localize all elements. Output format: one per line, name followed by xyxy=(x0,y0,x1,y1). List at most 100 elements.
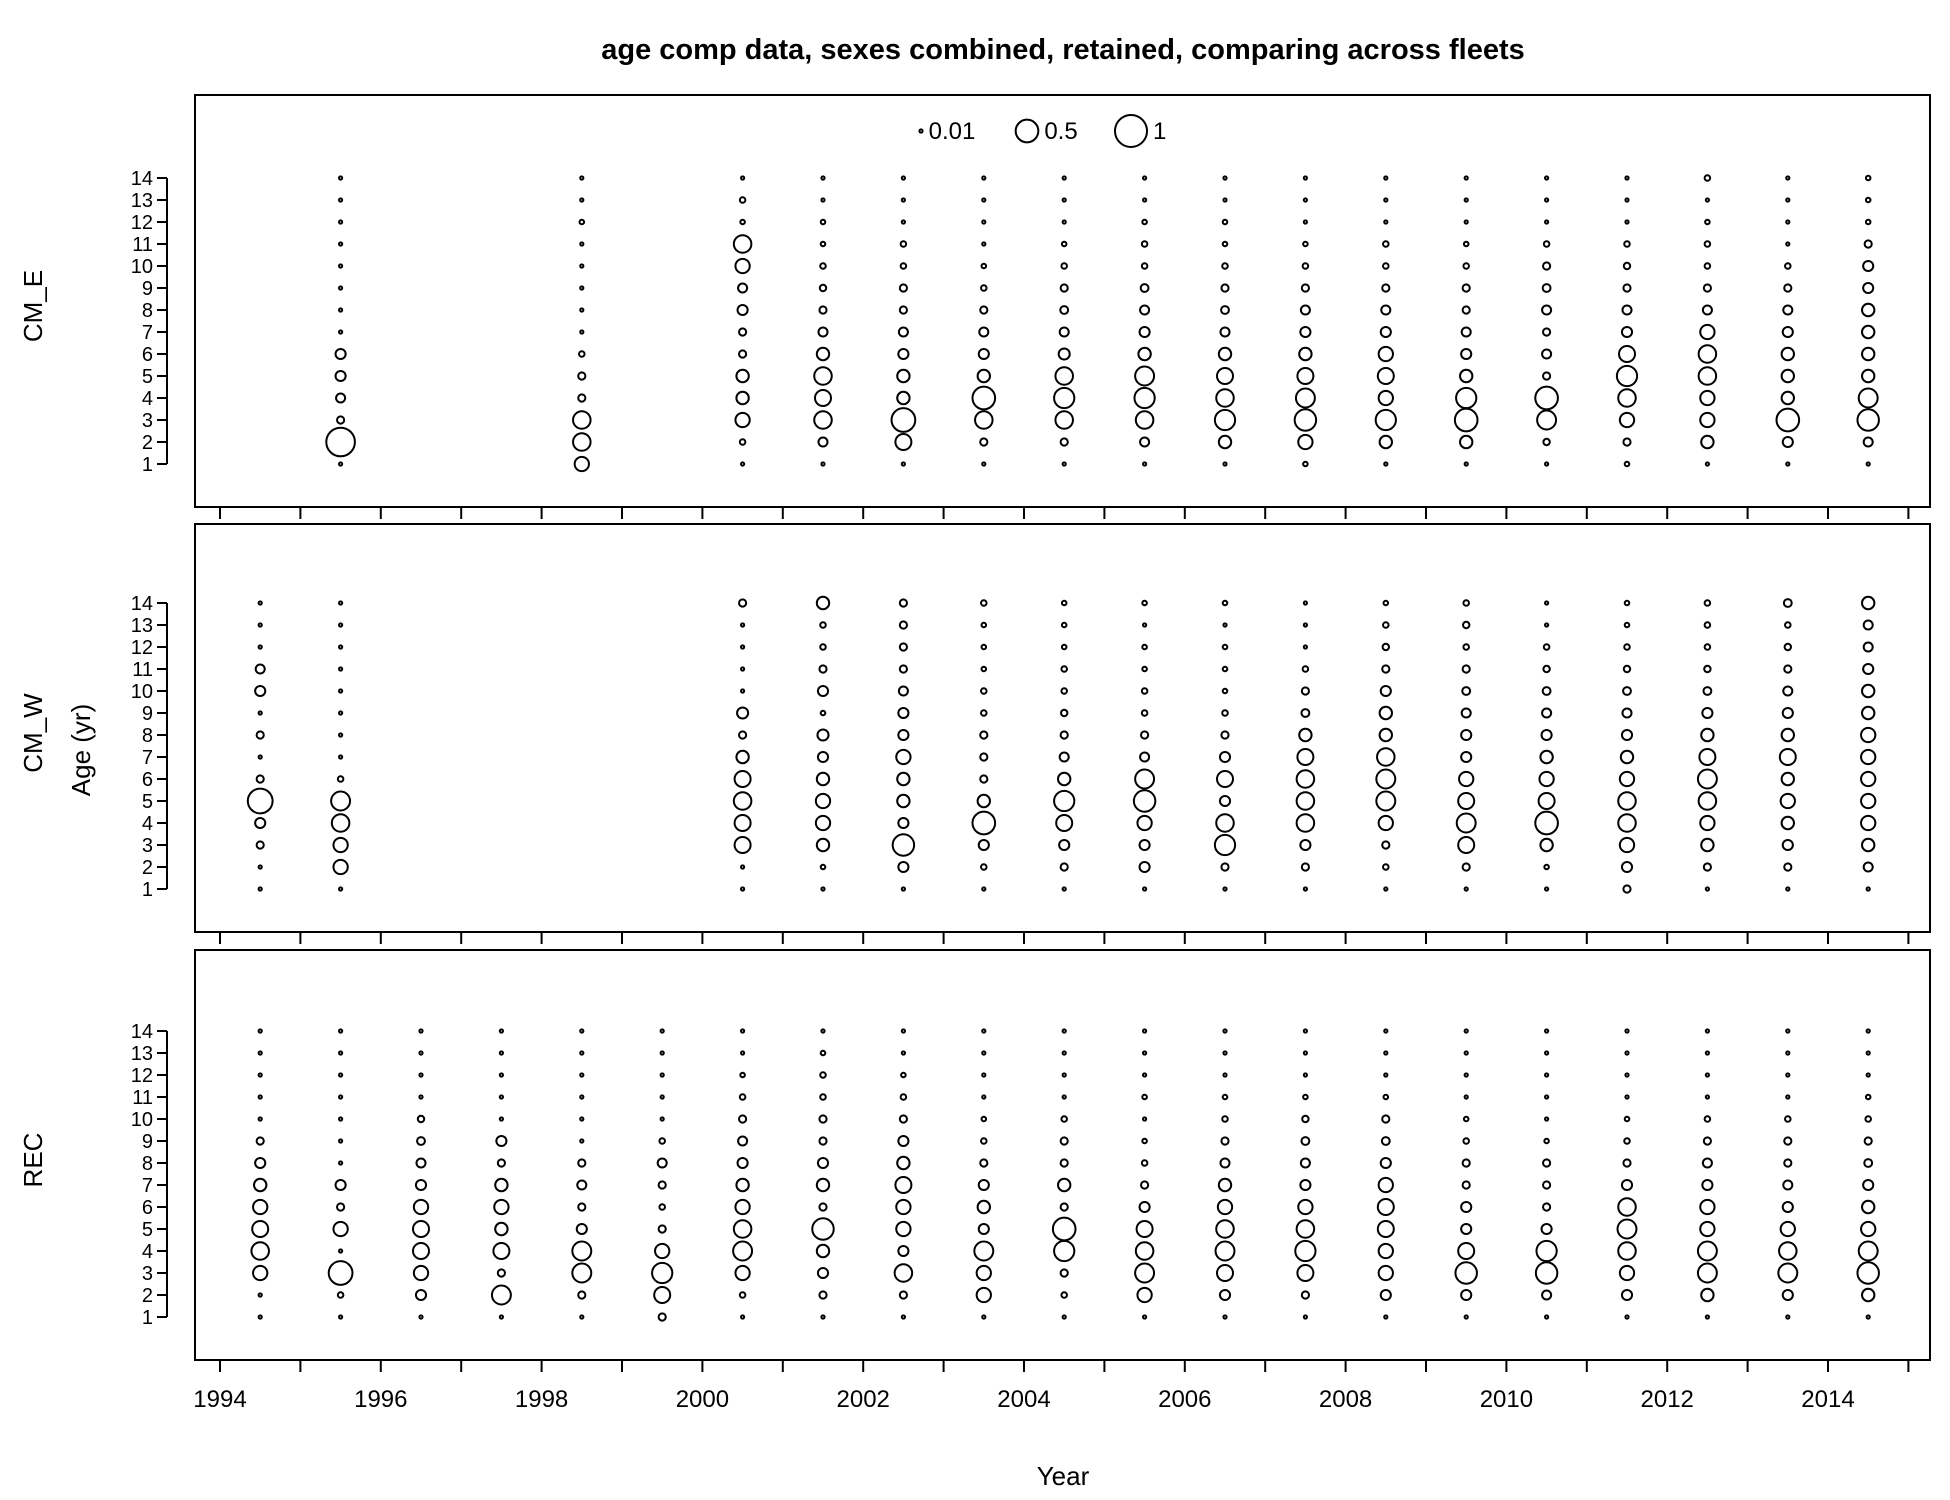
bubble xyxy=(1542,643,1551,651)
bubble xyxy=(1783,283,1793,293)
bubble xyxy=(1779,1220,1796,1238)
y-tick-label: 14 xyxy=(131,168,153,190)
bubble xyxy=(579,1028,585,1034)
bubble xyxy=(1057,347,1071,361)
bubble xyxy=(740,886,746,892)
bubble xyxy=(578,350,586,358)
bubble xyxy=(1703,621,1712,629)
bubble xyxy=(571,1262,593,1284)
bubble xyxy=(416,1114,426,1124)
bubble xyxy=(577,1158,587,1168)
bubble xyxy=(1699,411,1716,429)
bubble xyxy=(1703,664,1712,674)
bubble xyxy=(981,1028,987,1034)
bubble xyxy=(1535,1239,1558,1263)
bubble xyxy=(1542,371,1552,381)
bubble xyxy=(1704,197,1711,203)
bubble xyxy=(1860,748,1877,766)
bubble xyxy=(1540,728,1553,742)
bubble xyxy=(1139,436,1151,448)
bubble xyxy=(490,1284,512,1306)
bubble xyxy=(1785,241,1791,247)
bubble xyxy=(1139,751,1151,763)
bubble xyxy=(338,644,344,650)
bubble xyxy=(1544,622,1550,628)
bubble xyxy=(498,1116,504,1122)
bubble xyxy=(1461,664,1471,674)
bubble xyxy=(1463,1314,1469,1320)
bubble xyxy=(1142,175,1148,181)
bubble xyxy=(338,219,344,225)
bubble xyxy=(336,775,345,783)
bubble xyxy=(1622,437,1632,447)
bubble xyxy=(896,771,911,787)
y-tick-label: 3 xyxy=(142,1263,153,1285)
bubble xyxy=(1697,344,1718,364)
bubble xyxy=(1457,1242,1476,1260)
bubble xyxy=(1780,346,1795,362)
bubble xyxy=(1698,748,1717,766)
bubble xyxy=(1141,599,1148,607)
bubble xyxy=(1699,1220,1716,1238)
bubble xyxy=(1302,1093,1309,1101)
bubble xyxy=(1620,1178,1634,1192)
bubble xyxy=(1061,886,1067,892)
bubble xyxy=(1781,1288,1794,1302)
bubble xyxy=(1617,1197,1637,1217)
bubble xyxy=(899,1093,908,1101)
bubble xyxy=(412,1242,430,1260)
bubble xyxy=(979,774,989,784)
bubble xyxy=(1455,812,1477,834)
bubble xyxy=(740,622,746,628)
bubble xyxy=(495,1134,508,1148)
bubble xyxy=(981,241,987,247)
bubble xyxy=(1864,174,1872,182)
bubble xyxy=(1623,1137,1631,1145)
bubble xyxy=(815,1243,831,1259)
y-tick-label: 1 xyxy=(142,454,153,476)
bubble xyxy=(1138,1200,1151,1214)
bubble xyxy=(1061,1028,1067,1034)
bubble xyxy=(1295,1219,1316,1239)
bubble xyxy=(330,790,352,812)
bubble xyxy=(1544,1314,1550,1320)
bubble xyxy=(1703,240,1712,248)
bubble xyxy=(254,684,267,698)
bubble xyxy=(736,1156,749,1170)
bubble xyxy=(338,732,344,738)
bubble xyxy=(1542,261,1552,271)
bubble xyxy=(738,349,748,359)
bubble xyxy=(1383,197,1389,203)
y-tick-label: 1 xyxy=(142,879,153,901)
bubble xyxy=(1782,598,1793,608)
bubble xyxy=(1784,262,1792,270)
bubble xyxy=(1215,388,1235,408)
x-tick-label: 2006 xyxy=(1158,1386,1211,1413)
bubble xyxy=(1544,1050,1550,1056)
bubble xyxy=(1379,684,1392,698)
bubble xyxy=(1141,218,1148,226)
y-tick-label: 9 xyxy=(142,703,153,725)
bubble xyxy=(1534,1261,1559,1285)
bubble xyxy=(1623,240,1631,248)
bubble xyxy=(1457,792,1476,810)
y-tick-label: 12 xyxy=(131,212,153,234)
bubble xyxy=(980,665,988,673)
bubble xyxy=(498,1072,504,1078)
y-tick-label: 4 xyxy=(142,1241,153,1263)
bubble xyxy=(1617,388,1637,408)
bubble xyxy=(332,858,349,876)
bubble xyxy=(1781,706,1794,720)
bubble xyxy=(1377,345,1394,363)
bubble xyxy=(1134,1241,1155,1261)
bubble xyxy=(1134,410,1155,430)
bubble xyxy=(1060,1115,1068,1123)
bubble xyxy=(976,368,991,384)
bubble xyxy=(257,1116,263,1122)
bubble xyxy=(1220,730,1230,740)
bubble xyxy=(1138,838,1151,852)
bubble xyxy=(327,1260,354,1286)
bubble xyxy=(1542,1202,1552,1212)
bubble xyxy=(1376,1220,1395,1238)
